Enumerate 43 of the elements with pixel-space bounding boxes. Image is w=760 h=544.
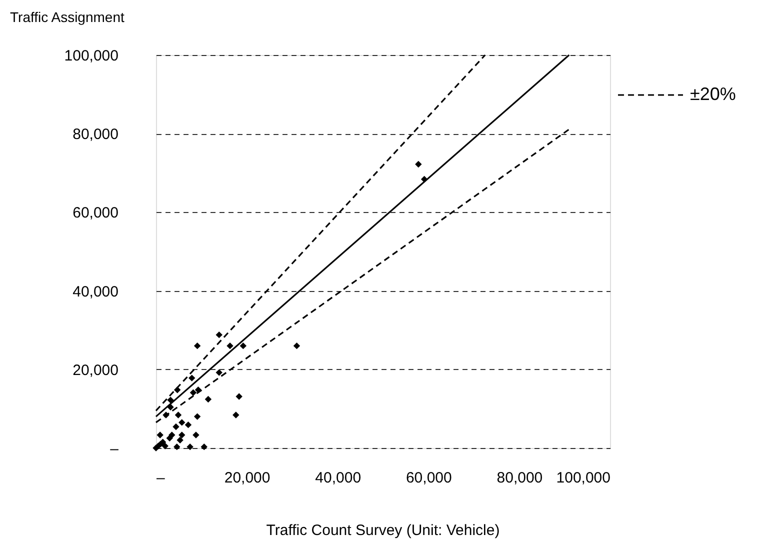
point <box>152 444 160 452</box>
point <box>176 436 184 444</box>
point <box>204 396 212 403</box>
point <box>184 421 192 428</box>
point <box>190 389 197 396</box>
point <box>194 413 201 420</box>
point <box>240 342 247 350</box>
point <box>186 443 194 450</box>
x-tick-label: 100,000 <box>556 470 610 486</box>
point <box>192 432 200 438</box>
x-tick-label: 20,000 <box>224 470 270 486</box>
y-axis-title: Traffic Assignment <box>10 9 124 25</box>
point <box>174 412 182 418</box>
x-axis-title: Traffic Count Survey (Unit: Vehicle) <box>266 522 500 539</box>
point <box>232 412 240 418</box>
point <box>200 443 208 450</box>
x-tick-label: 80,000 <box>496 470 543 486</box>
point <box>188 374 196 382</box>
y-tick-label: 40,000 <box>72 283 118 300</box>
x-tick-label: 60,000 <box>406 470 452 486</box>
point <box>156 432 164 438</box>
point <box>236 393 242 400</box>
point <box>216 369 222 376</box>
legend-label: ±20% <box>690 84 736 104</box>
point <box>159 438 166 446</box>
point <box>293 342 300 350</box>
x-tick-label: – <box>156 470 166 486</box>
point <box>178 419 186 426</box>
y-tick-label: 20,000 <box>72 362 118 379</box>
x-tick-label: 40,000 <box>315 470 362 486</box>
y-tick-label: 60,000 <box>72 204 118 222</box>
point <box>166 434 173 442</box>
point <box>194 342 201 350</box>
point <box>226 342 234 350</box>
point <box>216 331 222 338</box>
y-tick-label: 100,000 <box>64 48 118 64</box>
y-tick-label: 80,000 <box>72 126 118 144</box>
y-tick-label: – <box>110 440 120 458</box>
point <box>172 423 180 430</box>
point <box>167 396 174 404</box>
point <box>174 443 180 450</box>
point <box>178 432 186 438</box>
point <box>415 160 422 168</box>
